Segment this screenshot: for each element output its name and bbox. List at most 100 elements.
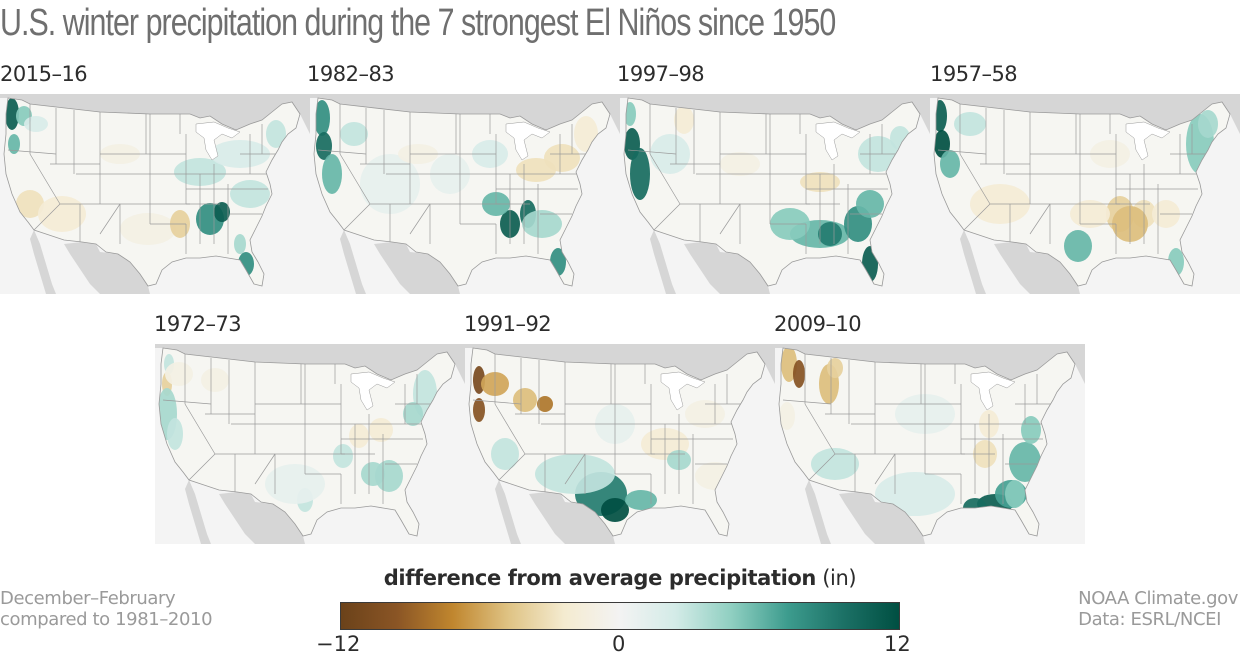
state-borders: [317, 104, 590, 254]
conus-outline: [778, 347, 1076, 537]
baja-landmass: [805, 480, 831, 544]
climate-division-anomaly: [333, 444, 353, 468]
state-border: [782, 399, 832, 405]
state-border: [409, 203, 431, 235]
state-borders: [627, 104, 900, 254]
climate-division-anomaly: [165, 362, 193, 386]
period-note: December–February compared to 1981–2010: [0, 588, 213, 630]
mexico-landmass: [839, 492, 925, 544]
conus-land: [934, 98, 1230, 286]
conus-outline: [3, 97, 301, 287]
legend-tick-mid: 0: [612, 632, 626, 656]
great-lakes: [970, 371, 1016, 411]
climate-division-anomaly: [650, 134, 690, 174]
mexico-landmass: [994, 242, 1080, 294]
state-border: [188, 453, 216, 481]
climate-division-anomaly: [856, 190, 884, 218]
state-borders: [782, 354, 1055, 504]
state-border: [254, 453, 276, 485]
climate-division-anomaly: [630, 148, 650, 200]
climate-division-anomaly: [535, 454, 615, 494]
legend-title: difference from average precipitation (i…: [340, 566, 900, 590]
panel-label-1991-92: 1991–92: [464, 312, 552, 336]
mexico-landmass: [684, 242, 770, 294]
great-lakes: [350, 371, 396, 411]
legend-unit: (in): [815, 566, 857, 590]
state-border: [808, 453, 836, 481]
anomaly-layer: [159, 354, 437, 512]
climate-division-anomaly: [167, 418, 183, 450]
climate-division-anomaly: [1021, 416, 1041, 444]
credit-line-1: NOAA Climate.gov: [1078, 588, 1238, 609]
baja-landmass: [960, 230, 986, 294]
climate-division-anomaly: [403, 402, 423, 426]
period-note-line-1: December–February: [0, 588, 176, 609]
state-border: [339, 153, 371, 205]
map-panel-1957-58: [930, 94, 1240, 294]
mexico-landmass: [64, 242, 150, 294]
state-border: [184, 403, 216, 455]
state-border: [343, 203, 371, 231]
state-border: [29, 153, 61, 205]
panel-label-2015-16: 2015–16: [0, 62, 88, 86]
us-map-1972-73: [155, 344, 465, 544]
us-map-2009-10: [775, 344, 1085, 544]
state-border: [1029, 203, 1051, 235]
climate-division-anomaly: [24, 116, 48, 132]
anomaly-layer: [314, 100, 598, 276]
climate-division-anomaly: [360, 154, 420, 214]
map-panel-2009-10: [775, 344, 1085, 544]
us-map-1982-83: [310, 94, 620, 294]
climate-division-anomaly: [779, 402, 795, 430]
climate-division-anomaly: [940, 150, 960, 178]
state-borders: [472, 354, 745, 504]
legend-title-text: difference from average precipitation: [383, 566, 817, 590]
climate-division-anomaly: [513, 388, 537, 412]
mexico-landmass: [219, 492, 305, 544]
climate-division-anomaly: [266, 120, 286, 148]
climate-division-anomaly: [720, 152, 760, 176]
conus-outline: [933, 97, 1231, 287]
state-border: [498, 453, 526, 481]
climate-division-anomaly: [361, 462, 385, 486]
climate-division-anomaly: [473, 398, 485, 422]
mexico-landmass: [529, 492, 615, 544]
state-border: [959, 153, 991, 205]
state-border: [162, 399, 212, 405]
map-panel-1972-73: [155, 344, 465, 544]
map-panel-1991-92: [465, 344, 775, 544]
state-border: [494, 403, 526, 455]
great-lakes: [505, 121, 551, 161]
climate-division-anomaly: [537, 396, 553, 412]
legend-tick-min: −12: [316, 632, 361, 656]
state-border: [7, 149, 57, 155]
state-border: [472, 399, 522, 405]
state-border: [99, 203, 121, 235]
climate-division-anomaly: [625, 490, 657, 510]
map-panel-1982-83: [310, 94, 620, 294]
legend-tick-max: 12: [884, 632, 911, 656]
climate-division-anomaly: [1009, 442, 1041, 482]
anomaly-layer: [472, 354, 745, 522]
source-credit: NOAA Climate.gov Data: ESRL/NCEI: [1078, 588, 1238, 630]
state-borders: [937, 104, 1210, 254]
state-border: [653, 203, 681, 231]
climate-division-anomaly: [793, 360, 805, 388]
climate-division-anomaly: [340, 122, 368, 146]
state-border: [937, 149, 987, 155]
us-map-1991-92: [465, 344, 775, 544]
state-border: [963, 203, 991, 231]
conus-outline: [158, 347, 456, 537]
climate-division-anomaly: [1005, 480, 1025, 508]
us-map-1997-98: [620, 94, 930, 294]
baja-landmass: [340, 230, 366, 294]
conus-outline: [468, 347, 766, 537]
panel-label-1957-58: 1957–58: [930, 62, 1018, 86]
climate-division-anomaly: [314, 100, 330, 136]
climate-division-anomaly: [369, 418, 393, 442]
legend-color-scale: [340, 602, 900, 630]
climate-division-anomaly: [16, 190, 44, 218]
state-border: [564, 453, 586, 485]
anomaly-layer: [934, 100, 1218, 276]
climate-division-anomaly: [349, 424, 369, 448]
